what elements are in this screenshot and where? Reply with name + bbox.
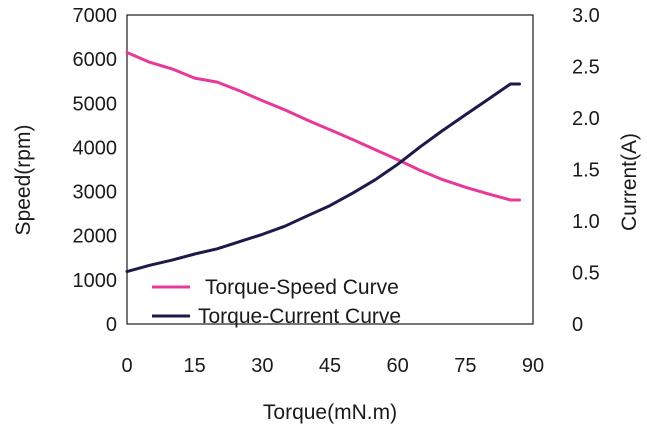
y-left-tick-label: 6000 — [73, 49, 118, 71]
y-left-tick-label: 7000 — [73, 5, 118, 27]
y-right-tick-label: 0.5 — [572, 263, 600, 285]
legend: Torque-Speed Curve Torque-Current Curve — [152, 276, 401, 328]
x-tick-labels: 0 15 30 45 60 75 90 — [121, 355, 544, 377]
legend-label: Torque-Current Curve — [198, 305, 401, 328]
legend-label: Torque-Speed Curve — [205, 276, 399, 299]
y-left-tick-label: 3000 — [73, 182, 118, 204]
y-left-tick-labels: 0 1000 2000 3000 4000 5000 6000 7000 — [73, 5, 118, 336]
y-left-tick-label: 1000 — [73, 270, 118, 292]
y-right-tick-label: 2.0 — [572, 108, 600, 130]
x-tick-label: 60 — [387, 355, 409, 377]
y-left-tick-label: 0 — [106, 314, 117, 336]
y-right-tick-label: 1.0 — [572, 211, 600, 233]
y-left-tick-label: 4000 — [73, 137, 118, 159]
y-right-tick-label: 1.5 — [572, 160, 600, 182]
series-line-torque-speed — [127, 53, 520, 201]
x-tick-label: 90 — [522, 355, 544, 377]
x-tick-label: 30 — [251, 355, 273, 377]
x-tick-label: 45 — [319, 355, 341, 377]
series-layer — [127, 53, 520, 272]
y-right-tick-label: 0 — [572, 314, 583, 336]
y-right-tick-label: 3.0 — [572, 5, 600, 27]
y-right-axis-title: Current(A) — [618, 133, 641, 231]
y-right-tick-labels: 0 0.5 1.0 1.5 2.0 2.5 3.0 — [572, 5, 600, 336]
series-line-torque-current — [127, 84, 520, 272]
y-right-tick-label: 2.5 — [572, 57, 600, 79]
y-left-axis-title: Speed(rpm) — [12, 125, 35, 236]
x-tick-label: 75 — [454, 355, 476, 377]
x-tick-label: 0 — [121, 355, 132, 377]
y-left-tick-label: 2000 — [73, 226, 118, 248]
x-tick-label: 15 — [184, 355, 206, 377]
x-axis-title: Torque(mN.m) — [263, 401, 397, 424]
y-left-tick-label: 5000 — [73, 93, 118, 115]
